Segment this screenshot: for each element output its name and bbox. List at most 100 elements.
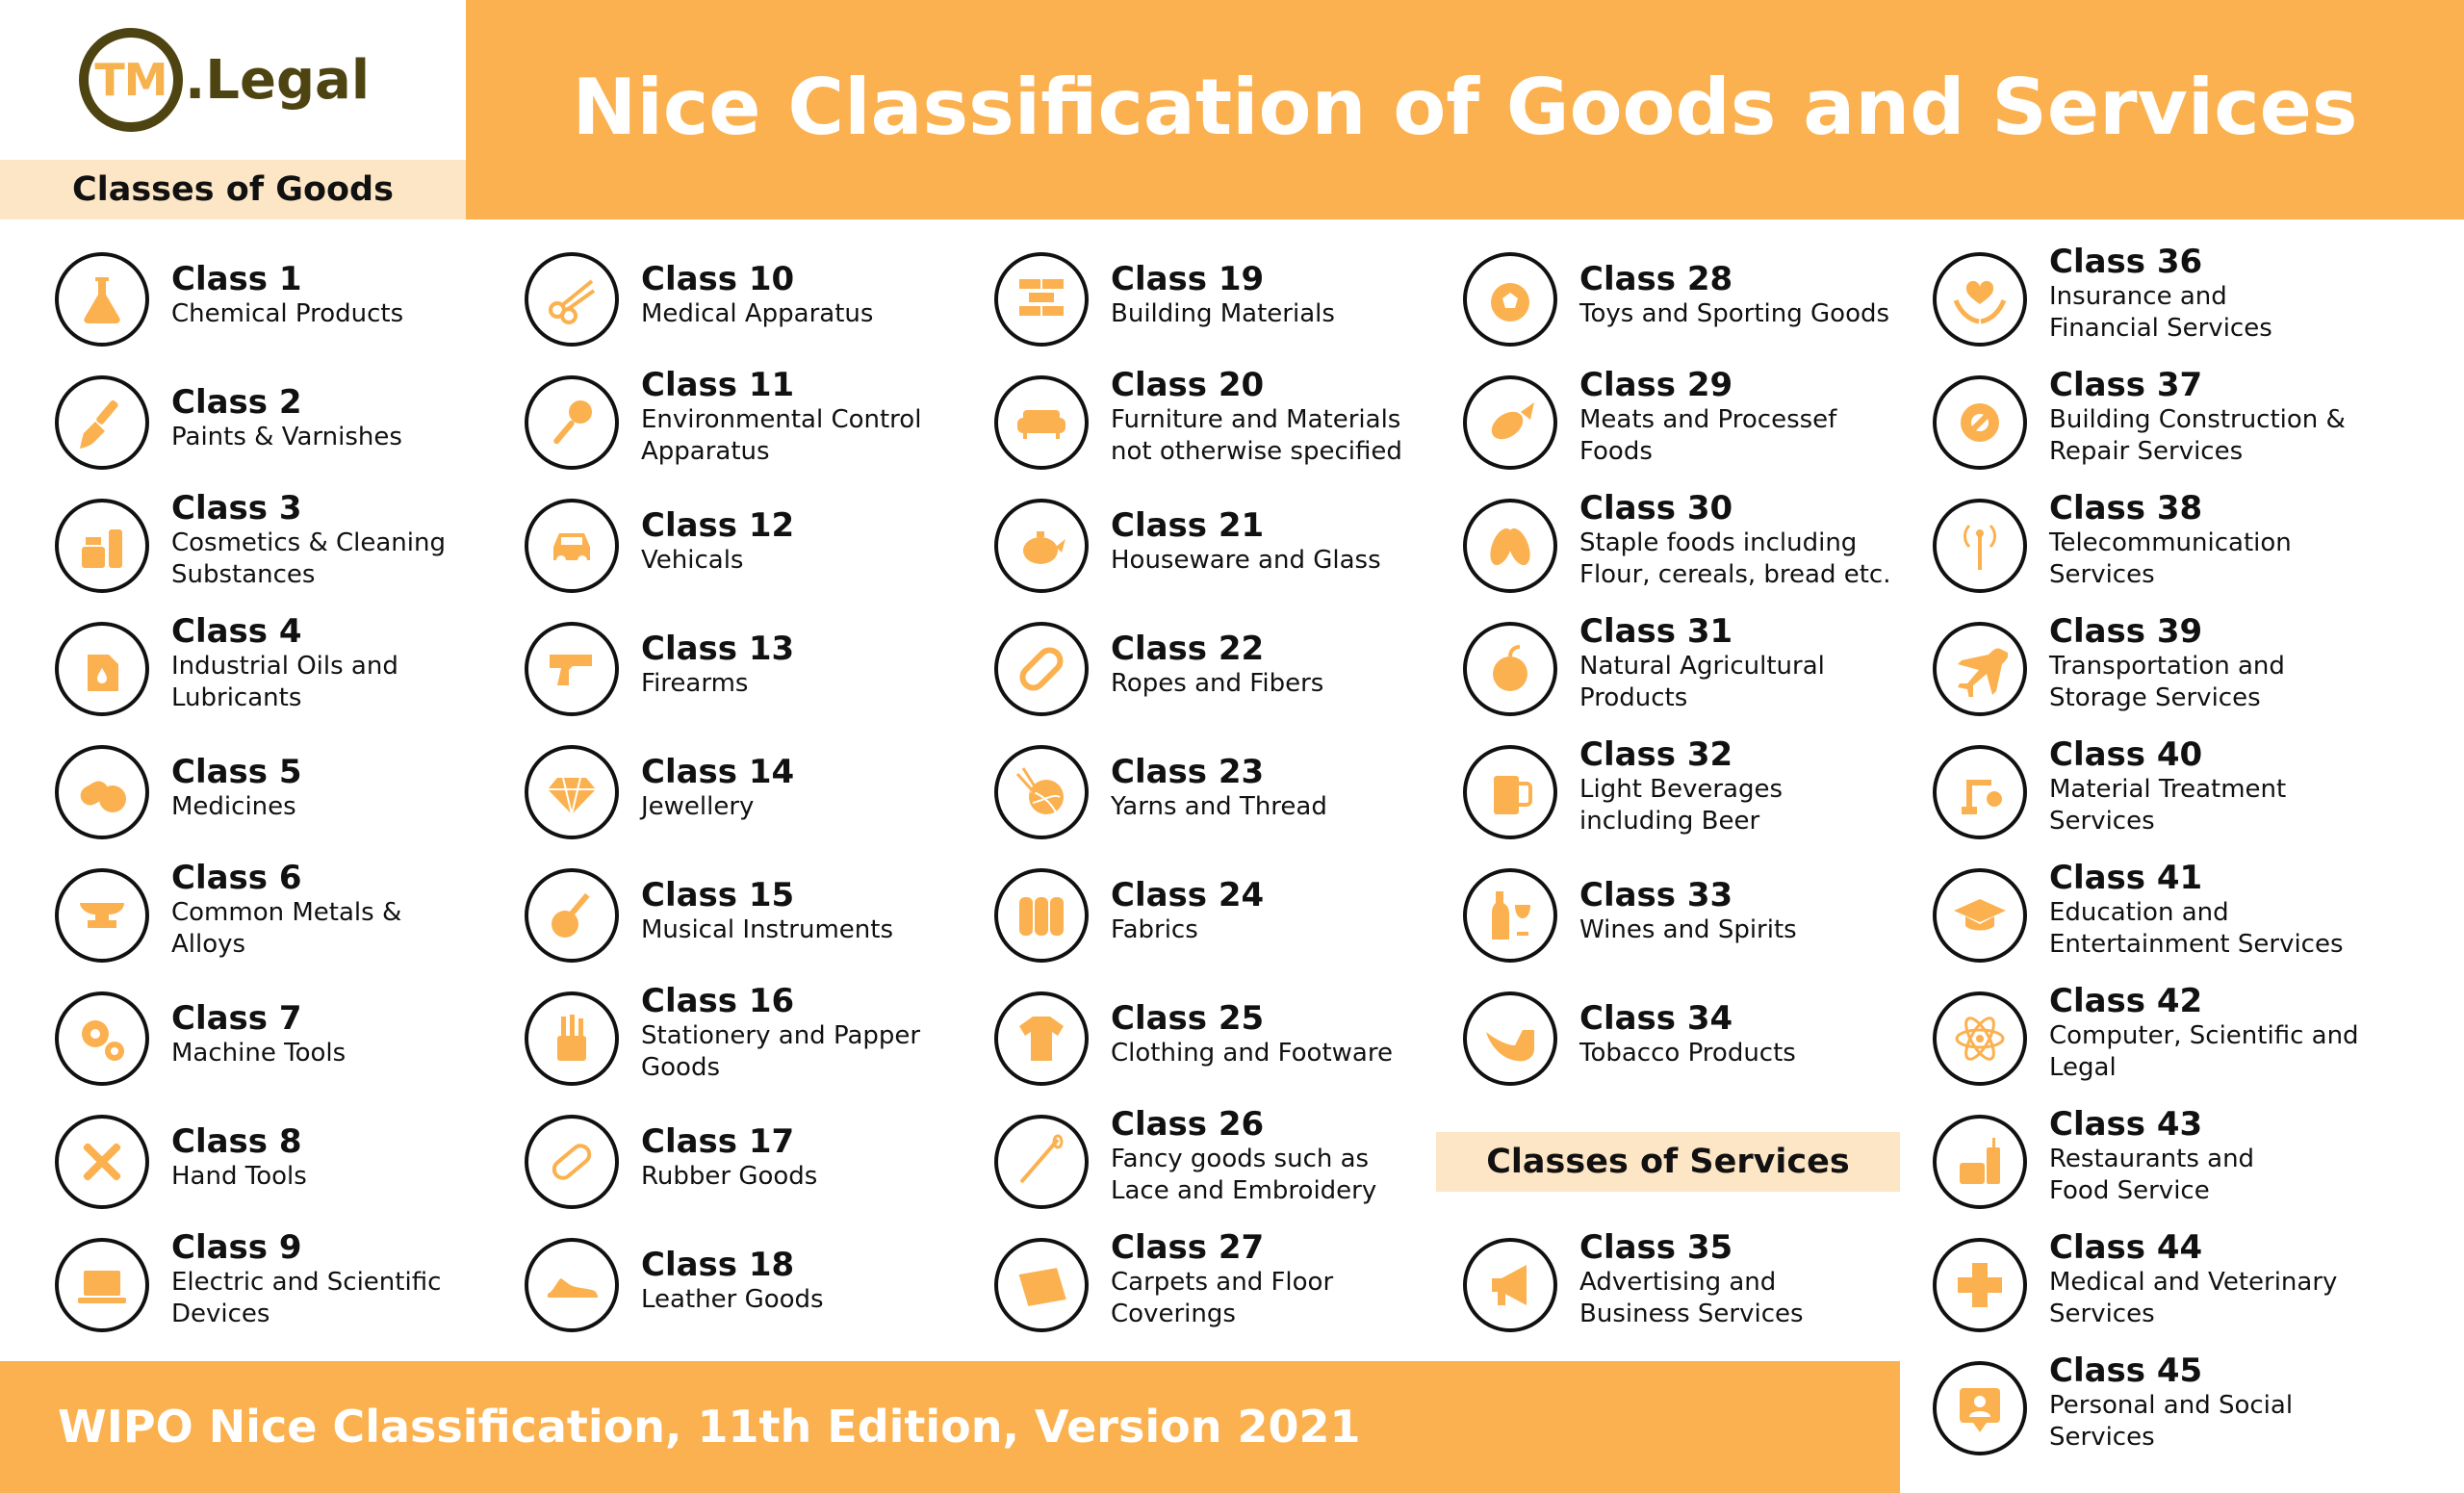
antenna-icon	[1933, 499, 2027, 593]
class-description: Furniture and Materials	[1111, 405, 1401, 434]
class-description: Natural Agricultural	[1579, 652, 1825, 681]
paintbrush-icon	[55, 375, 149, 470]
class-description: Medicines	[171, 792, 296, 821]
class-title: Class 37	[2049, 366, 2203, 404]
class-description: Medical and Veterinary	[2049, 1268, 2338, 1297]
class-description: Material Treatment	[2049, 775, 2287, 804]
class-description: Education and	[2049, 898, 2229, 927]
class-title: Class 40	[2049, 735, 2203, 774]
class-description: Cosmetics & Cleaning	[171, 528, 446, 557]
gear-wrench-icon	[1933, 375, 2027, 470]
atom-icon	[1933, 991, 2027, 1086]
class-title: Class 45	[2049, 1351, 2203, 1390]
class-description: Meats and Processef	[1579, 405, 1837, 434]
class-title: Class 24	[1111, 876, 1265, 914]
class-description: Foods	[1579, 437, 1653, 466]
class-description: Tobacco Products	[1579, 1039, 1796, 1068]
header-banner	[466, 0, 2464, 219]
class-title: Class 26	[1111, 1105, 1265, 1144]
class-description: Alloys	[171, 930, 246, 959]
class-description: Carpets and Floor	[1111, 1268, 1334, 1297]
class-title: Class 11	[641, 366, 795, 404]
class-title: Class 36	[2049, 243, 2203, 281]
class-title: Class 10	[641, 260, 795, 298]
pills-icon	[55, 745, 149, 839]
oil-can-icon	[55, 622, 149, 716]
pistol-icon	[525, 622, 619, 716]
class-description: Rubber Goods	[641, 1162, 818, 1191]
goods-heading: Classes of Goods	[0, 160, 466, 219]
class-description: Chemical Products	[171, 299, 404, 328]
rope-icon	[994, 622, 1089, 716]
class-description: Substances	[171, 560, 316, 589]
class-title: Class 6	[171, 859, 302, 897]
class-title: Class 38	[2049, 489, 2203, 528]
class-description: Wines and Spirits	[1579, 915, 1797, 944]
class-description: Musical Instruments	[641, 915, 893, 944]
class-description: Stationery and Papper	[641, 1021, 921, 1050]
class-title: Class 44	[2049, 1228, 2203, 1267]
person-badge-icon	[1933, 1361, 2027, 1455]
lamp-icon	[525, 375, 619, 470]
cosmetics-icon	[55, 499, 149, 593]
guitar-icon	[525, 868, 619, 963]
carpet-icon	[994, 1238, 1089, 1332]
capsule-icon	[525, 1115, 619, 1209]
class-title: Class 22	[1111, 630, 1265, 668]
services-heading: Classes of Services	[1436, 1132, 1900, 1192]
class-title: Class 25	[1111, 999, 1265, 1038]
class-description: Goods	[641, 1053, 721, 1082]
megaphone-icon	[1463, 1238, 1557, 1332]
diamond-icon	[525, 745, 619, 839]
class-description: Firearms	[641, 669, 749, 698]
class-description: Repair Services	[2049, 437, 2244, 466]
class-title: Class 8	[171, 1122, 302, 1161]
class-description: Financial Services	[2049, 314, 2272, 343]
class-title: Class 34	[1579, 999, 1733, 1038]
wine-icon	[1463, 868, 1557, 963]
class-title: Class 42	[2049, 982, 2203, 1020]
class-title: Class 32	[1579, 735, 1733, 774]
class-description: Services	[2049, 1300, 2155, 1328]
class-description: Coverings	[1111, 1300, 1236, 1328]
class-title: Class 41	[2049, 859, 2203, 897]
logo-name: .Legal	[185, 48, 371, 112]
class-title: Class 7	[171, 999, 302, 1038]
needle-icon	[994, 1115, 1089, 1209]
class-title: Class 21	[1111, 506, 1265, 545]
robot-arm-icon	[1933, 745, 2027, 839]
class-title: Class 43	[2049, 1105, 2203, 1144]
class-title: Class 4	[171, 612, 302, 651]
class-title: Class 2	[171, 383, 302, 422]
class-title: Class 23	[1111, 753, 1265, 791]
yarn-ball-icon	[994, 745, 1089, 839]
class-title: Class 9	[171, 1228, 302, 1267]
fish-icon	[1463, 375, 1557, 470]
class-title: Class 31	[1579, 612, 1733, 651]
class-description: Ropes and Fibers	[1111, 669, 1324, 698]
class-description: Jewellery	[641, 792, 755, 821]
teapot-icon	[994, 499, 1089, 593]
soccer-ball-icon	[1463, 252, 1557, 347]
beer-mug-icon	[1463, 745, 1557, 839]
class-description: Paints & Varnishes	[171, 423, 402, 451]
medical-cross-icon	[1933, 1238, 2027, 1332]
food-drink-icon	[1933, 1115, 2027, 1209]
class-description: Telecommunication	[2049, 528, 2292, 557]
class-description: Business Services	[1579, 1300, 1804, 1328]
class-description: Environmental Control	[641, 405, 922, 434]
class-description: Electric and Scientific	[171, 1268, 442, 1297]
class-description: not otherwise specified	[1111, 437, 1402, 466]
laptop-icon	[55, 1238, 149, 1332]
class-description: Fabrics	[1111, 915, 1198, 944]
airplane-icon	[1933, 622, 2027, 716]
class-description: Medical Apparatus	[641, 299, 874, 328]
class-description: Toys and Sporting Goods	[1579, 299, 1890, 328]
class-title: Class 3	[171, 489, 302, 528]
pipe-icon	[1463, 991, 1557, 1086]
bricks-icon	[994, 252, 1089, 347]
class-description: Staple foods including	[1579, 528, 1858, 557]
class-description: Common Metals &	[171, 898, 402, 927]
class-description: Entertainment Services	[2049, 930, 2344, 959]
class-description: Industrial Oils and	[171, 652, 398, 681]
